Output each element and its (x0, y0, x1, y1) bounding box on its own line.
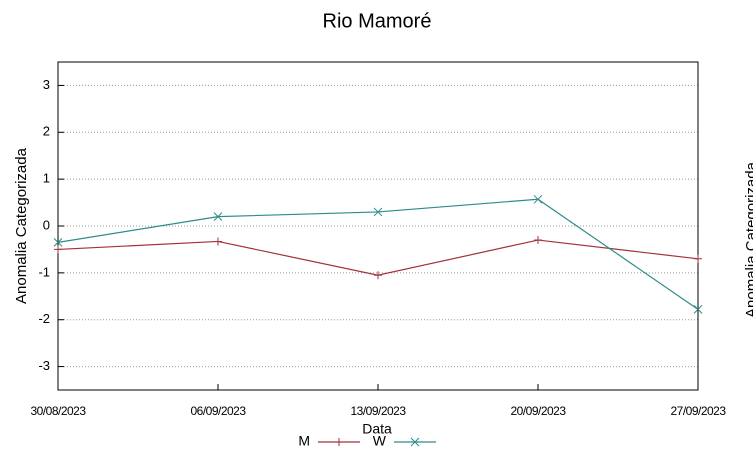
x-axis-label: Data (362, 421, 392, 437)
y-tick-label: 1 (43, 171, 50, 186)
marker (373, 207, 383, 217)
marker (533, 194, 543, 204)
y-tick-label: 0 (43, 217, 50, 232)
x-tick-label: 27/09/2023 (670, 404, 726, 418)
y-tick-label: 2 (43, 124, 50, 139)
marker (53, 238, 63, 247)
series-line (57, 198, 699, 310)
secondary-y-axis-label: Anomalia Categorizada (743, 161, 753, 318)
legend-label: M (298, 433, 310, 449)
x-tick-label: 13/09/2023 (350, 404, 406, 418)
y-tick-label: 3 (43, 77, 50, 92)
marker (214, 237, 222, 246)
series-line (57, 239, 699, 276)
marker (534, 236, 542, 245)
marker (410, 437, 420, 447)
marker (335, 438, 343, 446)
y-tick-label: -3 (38, 358, 50, 373)
x-tick-label: 20/09/2023 (510, 404, 566, 418)
x-tick-label: 06/09/2023 (190, 404, 246, 418)
y-tick-label: -2 (38, 311, 50, 326)
y-tick-label: -1 (38, 264, 50, 279)
x-tick-label: 30/08/2023 (30, 404, 86, 418)
marker (694, 254, 702, 263)
marker (213, 212, 223, 221)
plot-frame (57, 61, 699, 391)
marker (54, 245, 62, 254)
legend-label: W (373, 433, 387, 449)
chart-title: Rio Mamoré (323, 10, 432, 32)
marker (693, 305, 703, 314)
marker (374, 271, 382, 280)
y-axis-label: Anomalia Categorizada (13, 147, 30, 304)
